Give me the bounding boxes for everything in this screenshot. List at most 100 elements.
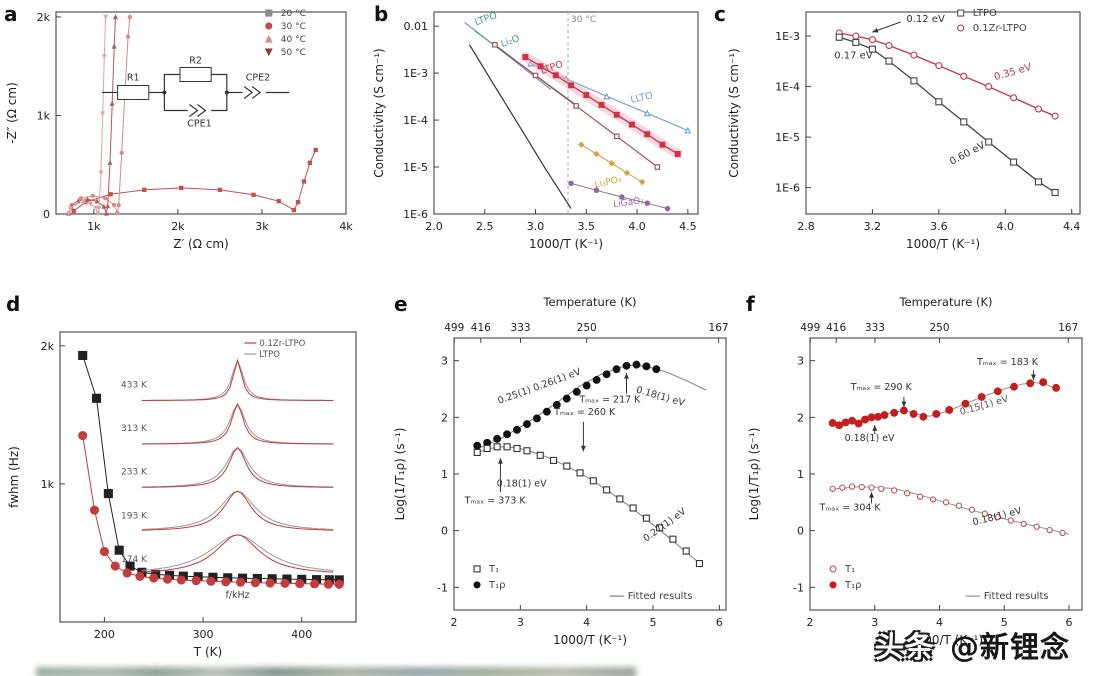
marker xyxy=(1034,105,1043,113)
marker xyxy=(552,400,561,409)
annotation: 0.27(1) eV xyxy=(641,506,688,545)
annotation: Tₘₐₓ = 304 K xyxy=(819,502,882,513)
legend-label: 30 °C xyxy=(281,22,306,32)
nmr-spectrum xyxy=(141,446,334,488)
panel-f: 2 3 4 5 6 -1 0 1 2 3 1000/T (K⁻¹) Log(1/T₁ρ) (s⁻¹) T… xyxy=(744,292,1094,674)
marker xyxy=(960,118,968,126)
legend-label: 40 °C xyxy=(281,35,306,45)
marker xyxy=(603,92,611,100)
marker xyxy=(1010,382,1018,391)
series-fit-T1rho xyxy=(473,364,707,451)
legend-label: 50 °C xyxy=(281,48,306,58)
circuit-wire xyxy=(211,73,228,93)
marker xyxy=(593,150,600,158)
marker xyxy=(523,420,531,429)
marker xyxy=(91,393,102,403)
marker xyxy=(858,483,865,491)
marker xyxy=(473,441,482,450)
y-tick-label: 1 xyxy=(441,468,448,481)
chart-slr-rates-zr-ltpo: 2 3 4 5 6 -1 0 1 2 3 1000/T (K⁻¹) Log(1/T₁ρ) (s⁻¹) T… xyxy=(747,295,1083,647)
marker xyxy=(1034,178,1043,186)
marker xyxy=(95,211,101,217)
cpe-symbol xyxy=(243,86,262,99)
marker xyxy=(295,579,305,589)
marker xyxy=(629,121,635,128)
marker xyxy=(206,576,216,586)
panel-c: 2.8 3.2 3.6 4.0 4.4 1E-3 1E-4 1E-5 1E-6 1000/T (K… xyxy=(712,2,1094,288)
series-40C xyxy=(66,14,119,216)
marker xyxy=(265,22,273,30)
marker xyxy=(868,45,876,53)
nmr-spectrum xyxy=(141,358,334,401)
chart-nyquist: 1k 2k 3k 4k 0 1k 2k Z′ (Ω cm) -Z″ (Ω cm) 20 °C 30 … xyxy=(5,9,353,251)
marker xyxy=(909,409,918,418)
marker xyxy=(1020,520,1027,528)
marker xyxy=(110,561,120,571)
x-axis-label: 1000/T (K⁻¹) xyxy=(909,633,983,647)
series-fit-T1 xyxy=(829,486,1070,535)
top-tick-label: 416 xyxy=(826,322,846,334)
arrowhead xyxy=(869,492,874,498)
marker xyxy=(114,545,124,555)
circuit-wire xyxy=(211,92,228,112)
panel-label-e: e xyxy=(394,292,408,316)
chart-conductivity-ltpo-vs-zr: 2.8 3.2 3.6 4.0 4.4 1E-3 1E-4 1E-5 1E-6 1000/T (K… xyxy=(727,8,1081,251)
x-tick-label: 300 xyxy=(193,628,214,641)
resistor-r2 xyxy=(179,66,212,82)
arrowhead xyxy=(624,373,629,379)
marker xyxy=(576,469,584,477)
chart-nmr-linewidth: 200 300 400 1k 2k T (K) fwhm (Hz) 433 K 313 K 233… xyxy=(7,331,357,659)
x-tick-label: 5 xyxy=(650,616,657,629)
x-tick-label: 400 xyxy=(291,628,312,641)
marker xyxy=(473,581,481,589)
marker xyxy=(573,103,579,109)
marker xyxy=(1052,383,1061,392)
annotation: Tₘₐₓ = 290 K xyxy=(850,382,913,393)
annotation: 0.17 eV xyxy=(834,51,873,62)
marker xyxy=(532,414,541,423)
top-tick-label: 333 xyxy=(511,322,531,334)
marker xyxy=(108,192,113,197)
marker xyxy=(562,394,571,403)
top-tick-label: 250 xyxy=(577,322,597,334)
chart-conductivity-comparison: 30 °C 2.0 2.5 3.0 3.5 4.0 4.5 0.01 1E-3 1E-4 1E-5 1… xyxy=(372,10,699,251)
x-tick-label: 2 xyxy=(807,616,814,629)
series-line xyxy=(68,16,107,216)
y-tick-label: 1E-6 xyxy=(775,182,800,195)
y-tick-label: 1k xyxy=(41,478,55,491)
marker xyxy=(592,375,601,384)
y-tick-label: 3 xyxy=(797,355,804,368)
resistor-r1 xyxy=(117,84,150,100)
marker xyxy=(1010,158,1018,166)
inset-row-label: 433 K xyxy=(121,381,148,391)
series-30C xyxy=(66,14,132,216)
x-tick-label: 3 xyxy=(871,616,878,629)
y-tick-label: 3 xyxy=(441,355,448,368)
y-axis-label: Conductivity (S cm⁻¹) xyxy=(372,48,386,177)
panel-label-a: a xyxy=(4,2,18,26)
x-tick-label: 2k xyxy=(171,220,185,233)
y-tick-label: 1k xyxy=(37,109,51,122)
nmr-spectrum xyxy=(141,402,334,445)
marker xyxy=(103,14,109,20)
nmr-spectrum xyxy=(141,359,334,401)
y-axis-label: Log(1/T₁ρ) (s⁻¹) xyxy=(393,428,407,521)
y-tick-label: 1E-4 xyxy=(403,114,428,127)
marker xyxy=(619,194,625,200)
inset-row-label: 313 K xyxy=(121,424,148,434)
y-tick-label: 1E-4 xyxy=(775,81,800,94)
marker xyxy=(589,477,597,485)
x-tick-label: 2.5 xyxy=(476,220,494,233)
marker xyxy=(593,187,600,194)
marker xyxy=(945,406,954,414)
marker xyxy=(578,141,585,148)
marker xyxy=(473,565,481,573)
legend-label: Fitted results xyxy=(628,591,693,602)
marker xyxy=(78,196,83,201)
inset-row-label: 193 K xyxy=(121,511,148,521)
panel-label-b: b xyxy=(374,2,389,26)
x-tick-label: 1k xyxy=(87,220,101,233)
marker xyxy=(1007,517,1014,524)
marker xyxy=(549,456,558,464)
